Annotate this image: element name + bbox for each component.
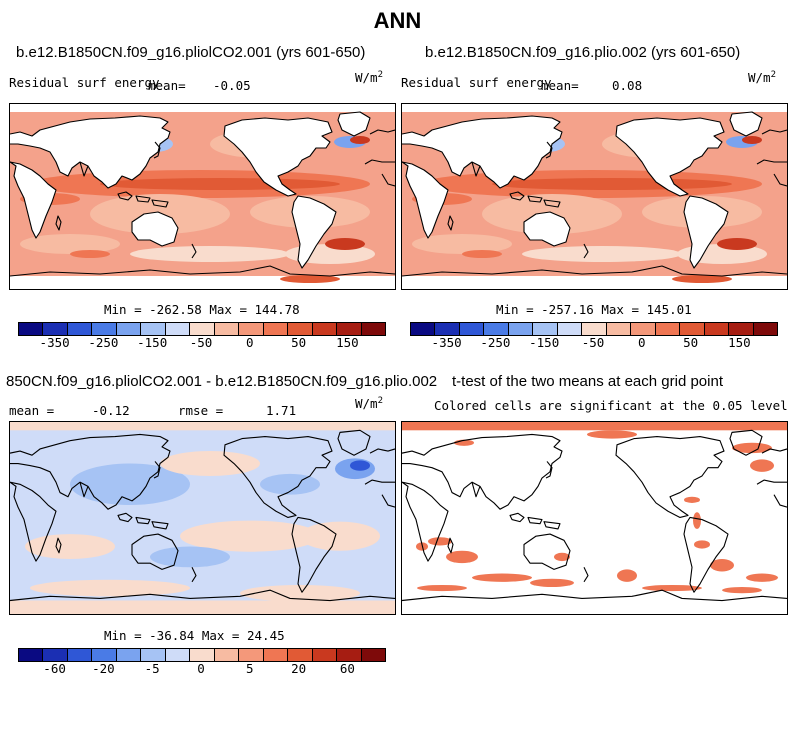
panel-3-title: 850CN.f09_g16.pliolCO2.001 - b.e12.B1850… xyxy=(6,373,438,390)
colorbar-tick-label: 0 xyxy=(197,661,205,676)
colorbar-cell xyxy=(459,323,485,335)
figure-title: ANN xyxy=(373,8,422,33)
colorbar-tick-label: -50 xyxy=(581,335,605,350)
colorbar-cell xyxy=(435,323,460,335)
colorbar-tick-label: 150 xyxy=(336,335,359,350)
colorbar-tick-label: 150 xyxy=(728,335,751,350)
panel-3-unit: W/m2 xyxy=(355,396,383,412)
colorbar-cell xyxy=(165,649,191,661)
colorbar-cell xyxy=(631,323,656,335)
colorbar-tick-label: -250 xyxy=(88,335,119,350)
panel-2-variable: Residual surf energy xyxy=(401,75,552,90)
colorbar-cell xyxy=(239,323,264,335)
panel-1-map xyxy=(9,103,396,290)
panel-1-mean-label: mean= xyxy=(148,78,186,93)
panel-1-mean-value: -0.05 xyxy=(213,78,251,93)
colorbar-cell xyxy=(214,649,240,661)
colorbar-cell xyxy=(239,649,264,661)
colorbar-cell xyxy=(288,323,313,335)
colorbar-cell xyxy=(43,323,68,335)
colorbar-top-left-labels: -350 -250 -150 -50 0 50 150 xyxy=(18,335,384,350)
panel-3-mean-value: -0.12 xyxy=(92,403,130,418)
panel-3-minmax: Min = -36.84 Max = 24.45 xyxy=(104,628,285,643)
colorbar-tick-label: -150 xyxy=(137,335,168,350)
colorbar-cell xyxy=(67,649,93,661)
colorbar-bottom-labels: -60 -20 -5 0 5 20 60 xyxy=(18,661,384,676)
colorbar-cell xyxy=(116,649,142,661)
colorbar-cell xyxy=(484,323,509,335)
colorbar-cell xyxy=(263,649,289,661)
panel-3-mean-label: mean = xyxy=(9,403,55,418)
colorbar-cell xyxy=(288,649,313,661)
colorbar-bottom xyxy=(18,648,386,662)
panel-2-mean-label: mean= xyxy=(541,78,579,93)
colorbar-cell xyxy=(190,323,215,335)
panel-1-variable: Residual surf energy xyxy=(9,75,160,90)
colorbar-cell xyxy=(411,323,436,335)
colorbar-cell xyxy=(361,323,386,335)
panel-3-map xyxy=(9,421,396,615)
colorbar-cell xyxy=(337,649,362,661)
panel-4-subtitle: Colored cells are significant at the 0.0… xyxy=(434,398,788,413)
colorbar-cell xyxy=(67,323,93,335)
panel-3-rmse-label: rmse = xyxy=(178,403,224,418)
colorbar-cell xyxy=(361,649,386,661)
colorbar-cell xyxy=(43,649,68,661)
colorbar-cell xyxy=(680,323,705,335)
colorbar-top-left xyxy=(18,322,386,336)
colorbar-cell xyxy=(312,323,338,335)
colorbar-cell xyxy=(655,323,681,335)
panel-4-title: t-test of the two means at each grid poi… xyxy=(452,373,723,390)
colorbar-cell xyxy=(729,323,754,335)
panel-2-map xyxy=(401,103,788,290)
colorbar-cell xyxy=(337,323,362,335)
colorbar-cell xyxy=(141,323,166,335)
colorbar-cell xyxy=(508,323,534,335)
colorbar-cell xyxy=(165,323,191,335)
colorbar-cell xyxy=(19,323,44,335)
colorbar-cell xyxy=(92,649,117,661)
panel-3-rmse-value: 1.71 xyxy=(266,403,297,418)
panel-1-title: b.e12.B1850CN.f09_g16.pliolCO2.001 (yrs … xyxy=(16,44,366,61)
colorbar-cell xyxy=(557,323,583,335)
colorbar-tick-label: -150 xyxy=(529,335,560,350)
colorbar-tick-label: -250 xyxy=(480,335,511,350)
colorbar-cell xyxy=(116,323,142,335)
colorbar-tick-label: -350 xyxy=(39,335,70,350)
colorbar-tick-label: -350 xyxy=(431,335,462,350)
colorbar-tick-label: 50 xyxy=(683,335,699,350)
colorbar-cell xyxy=(533,323,558,335)
colorbar-cell xyxy=(263,323,289,335)
colorbar-tick-label: 0 xyxy=(638,335,646,350)
panel-2-unit: W/m2 xyxy=(748,70,776,86)
colorbar-top-right-labels: -350 -250 -150 -50 0 50 150 xyxy=(410,335,776,350)
colorbar-tick-label: 5 xyxy=(246,661,254,676)
panel-2-mean-value: 0.08 xyxy=(612,78,643,93)
colorbar-cell xyxy=(753,323,778,335)
colorbar-tick-label: 0 xyxy=(246,335,254,350)
colorbar-tick-label: 60 xyxy=(339,661,355,676)
colorbar-tick-label: 20 xyxy=(291,661,307,676)
colorbar-cell xyxy=(582,323,607,335)
colorbar-tick-label: -50 xyxy=(189,335,213,350)
colorbar-top-right xyxy=(410,322,778,336)
panel-4-map xyxy=(401,421,788,615)
colorbar-cell xyxy=(141,649,166,661)
panel-1-minmax: Min = -262.58 Max = 144.78 xyxy=(104,302,300,317)
colorbar-cell xyxy=(312,649,338,661)
panel-2-title: b.e12.B1850CN.f09_g16.plio.002 (yrs 601-… xyxy=(425,44,741,61)
colorbar-tick-label: -5 xyxy=(144,661,160,676)
colorbar-cell xyxy=(190,649,215,661)
colorbar-cell xyxy=(92,323,117,335)
colorbar-cell xyxy=(704,323,730,335)
panel-1-unit: W/m2 xyxy=(355,70,383,86)
colorbar-tick-label: 50 xyxy=(291,335,307,350)
colorbar-cell xyxy=(606,323,632,335)
colorbar-tick-label: -60 xyxy=(43,661,66,676)
colorbar-cell xyxy=(214,323,240,335)
panel-2-minmax: Min = -257.16 Max = 145.01 xyxy=(496,302,692,317)
colorbar-tick-label: -20 xyxy=(92,661,115,676)
colorbar-cell xyxy=(19,649,44,661)
